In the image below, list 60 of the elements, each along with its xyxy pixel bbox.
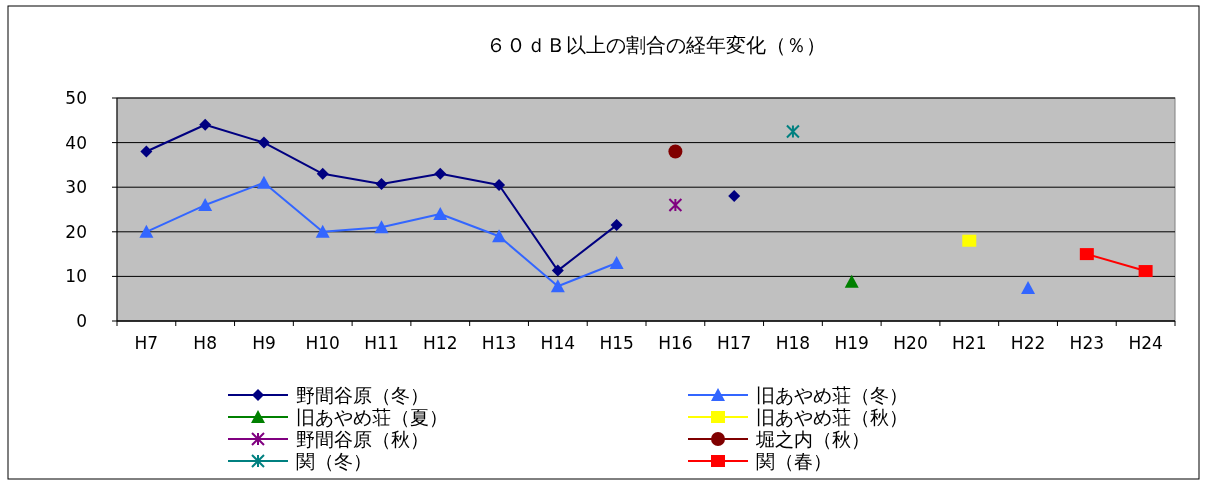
x-tick-label: H17 (716, 333, 752, 353)
legend-label: 旧あやめ荘（冬） (756, 384, 908, 406)
x-tick-label: H23 (1069, 333, 1105, 353)
point (375, 178, 388, 191)
x-tick-label: H7 (134, 333, 159, 353)
point (198, 198, 213, 212)
point (316, 167, 329, 180)
point (609, 256, 624, 270)
point (493, 178, 506, 191)
y-tick-label: 10 (65, 266, 87, 287)
point (1138, 265, 1153, 278)
x-tick-label: H18 (775, 333, 811, 353)
point (610, 219, 623, 232)
point (433, 206, 448, 220)
x-tick-label: H15 (599, 333, 634, 353)
legend-label: 関（春） (756, 450, 832, 472)
point (551, 264, 564, 277)
x-tick-label: H19 (834, 333, 869, 353)
point (962, 234, 977, 247)
point (1021, 281, 1036, 294)
x-tick-label: H24 (1128, 333, 1163, 353)
point (668, 144, 683, 159)
x-tick-label: H13 (481, 333, 517, 353)
point (492, 229, 507, 243)
point (728, 190, 741, 203)
y-tick-label: 30 (65, 177, 87, 198)
point (140, 145, 153, 158)
point (668, 198, 683, 213)
x-tick-label: H20 (893, 333, 928, 353)
point (315, 224, 330, 238)
x-tick-label: H22 (1010, 333, 1046, 353)
x-tick-label: H16 (658, 333, 693, 353)
x-tick-label: H21 (952, 333, 987, 353)
chart-title: ６０ｄＢ以上の割合の経年変化（％） (486, 33, 826, 57)
legend-label: 旧あやめ荘（秋） (756, 406, 908, 428)
y-tick-label: 50 (65, 88, 87, 108)
point (256, 175, 271, 189)
y-tick-label: 40 (65, 132, 87, 153)
x-tick-label: H12 (423, 333, 458, 353)
x-tick-label: H10 (305, 333, 340, 353)
x-tick-label: H11 (364, 333, 399, 353)
point (550, 279, 565, 293)
legend-label: 野間谷原（秋） (296, 428, 429, 450)
legend-label: 野間谷原（冬） (296, 384, 429, 406)
point (139, 224, 154, 238)
x-tick-label: H8 (193, 333, 217, 353)
y-tick-label: 0 (76, 311, 87, 331)
point (199, 118, 212, 131)
point (434, 167, 447, 180)
y-tick-label: 20 (65, 221, 87, 242)
legend-label: 関（冬） (296, 450, 372, 472)
legend-label: 旧あやめ荘（夏） (296, 406, 448, 428)
point (785, 124, 800, 139)
point (1079, 248, 1094, 261)
point (374, 220, 389, 234)
x-tick-label: H14 (540, 333, 576, 353)
point (844, 274, 859, 288)
legend-label: 堀之内（秋） (755, 428, 870, 450)
x-tick-label: H9 (252, 333, 276, 353)
point (257, 136, 270, 149)
